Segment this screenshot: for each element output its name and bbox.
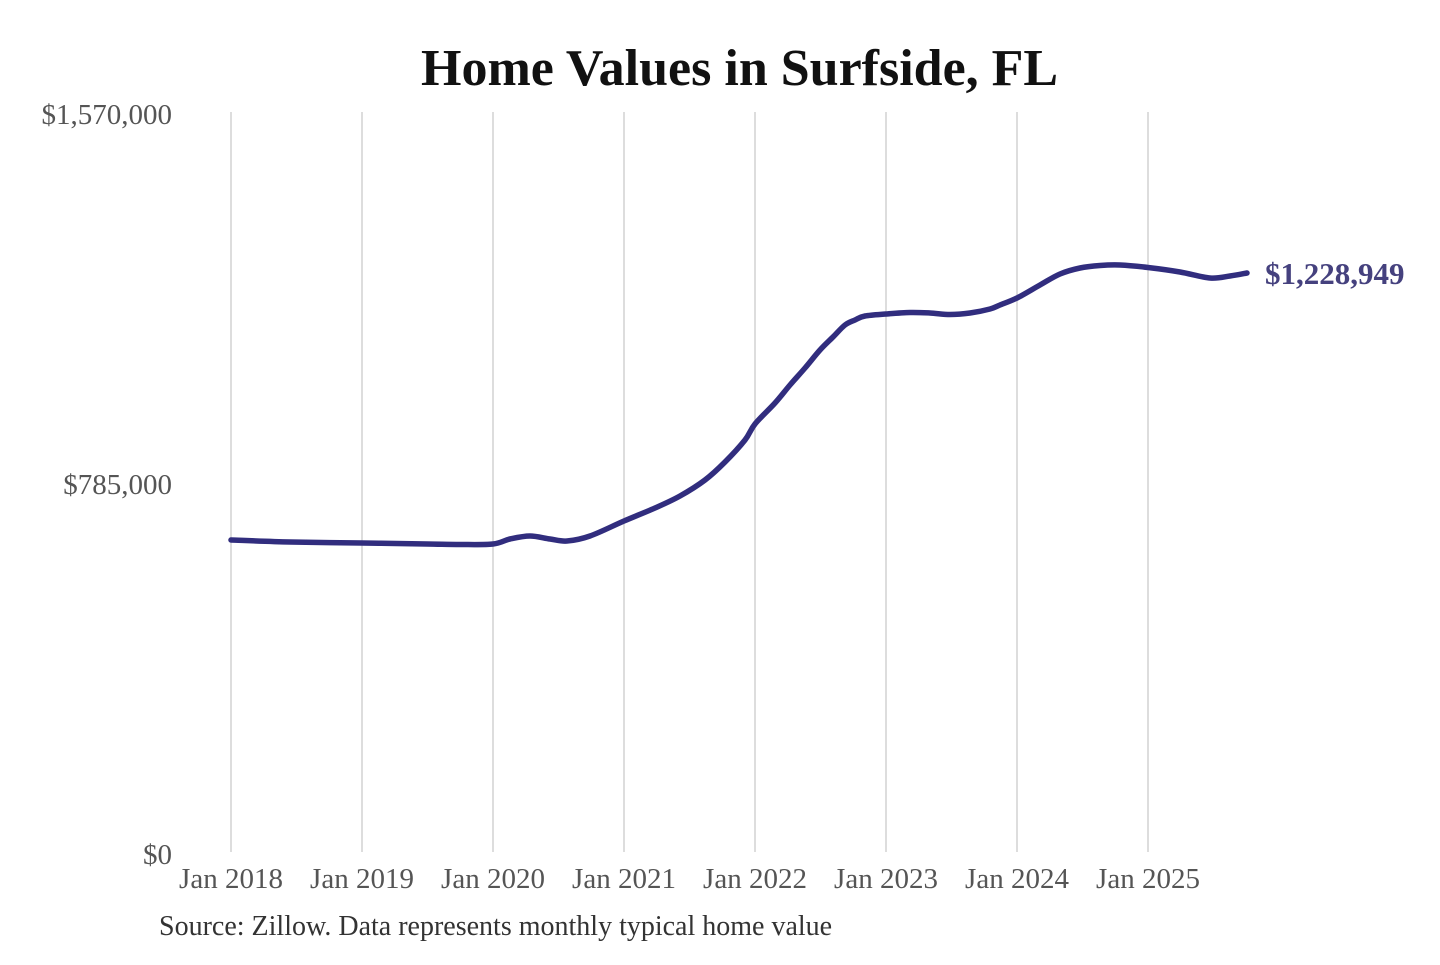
svg-text:Jan 2021: Jan 2021 <box>572 863 676 895</box>
svg-text:Jan 2022: Jan 2022 <box>703 863 807 895</box>
svg-text:$1,228,949: $1,228,949 <box>1265 256 1405 291</box>
svg-text:Jan 2018: Jan 2018 <box>179 863 283 895</box>
svg-text:Jan 2024: Jan 2024 <box>965 863 1069 895</box>
svg-text:$1,570,000: $1,570,000 <box>42 99 173 131</box>
svg-text:$0: $0 <box>143 839 172 871</box>
svg-text:Jan 2023: Jan 2023 <box>834 863 938 895</box>
svg-text:Jan 2019: Jan 2019 <box>310 863 414 895</box>
svg-text:$785,000: $785,000 <box>63 469 172 501</box>
svg-text:Jan 2025: Jan 2025 <box>1096 863 1200 895</box>
svg-text:Jan 2020: Jan 2020 <box>441 863 545 895</box>
